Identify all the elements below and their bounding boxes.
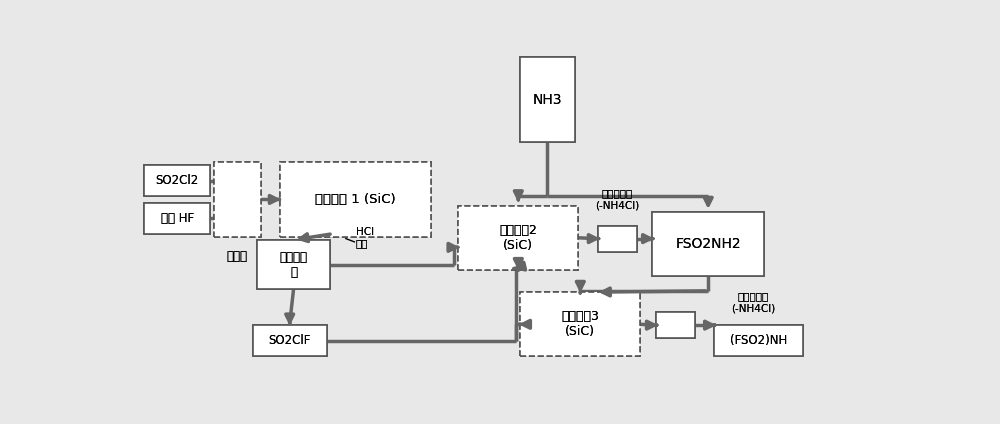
Text: 微反应器2
(SiC): 微反应器2 (SiC) <box>499 224 537 252</box>
Bar <box>280 162 431 237</box>
Bar <box>656 312 695 338</box>
Text: SO2ClF: SO2ClF <box>268 334 311 347</box>
Text: (FSO2)NH: (FSO2)NH <box>730 334 787 347</box>
Text: SO2Cl2: SO2Cl2 <box>156 174 199 187</box>
Text: 无水 HF: 无水 HF <box>161 212 194 225</box>
Bar <box>656 312 695 338</box>
Text: HCl
汽提: HCl 汽提 <box>356 227 374 248</box>
Text: 过滤或离心
(-NH4Cl): 过滤或离心 (-NH4Cl) <box>731 291 775 313</box>
Bar <box>458 206 578 270</box>
Bar <box>458 206 578 270</box>
Text: HCl
汽提: HCl 汽提 <box>356 227 374 248</box>
Bar <box>520 57 574 142</box>
Text: 微反应器2
(SiC): 微反应器2 (SiC) <box>499 224 537 252</box>
Bar <box>652 212 764 276</box>
Bar <box>144 203 210 234</box>
Text: 微反应器3
(SiC): 微反应器3 (SiC) <box>561 310 599 338</box>
Bar <box>520 293 640 356</box>
Bar <box>257 240 330 289</box>
Bar <box>253 325 326 356</box>
Text: 混合器: 混合器 <box>227 250 248 263</box>
Text: 无水 HF: 无水 HF <box>161 212 194 225</box>
Text: SO2Cl2: SO2Cl2 <box>156 174 199 187</box>
Bar <box>144 165 210 196</box>
Bar <box>652 212 764 276</box>
Bar <box>253 325 326 356</box>
Bar <box>257 240 330 289</box>
Bar <box>214 162 261 237</box>
Text: 旋风分离
器: 旋风分离 器 <box>280 251 308 279</box>
Text: FSO2NH2: FSO2NH2 <box>675 237 741 251</box>
Text: 微反应器3
(SiC): 微反应器3 (SiC) <box>561 310 599 338</box>
Bar <box>598 226 637 252</box>
Text: 过滤或离心
(-NH4Cl): 过滤或离心 (-NH4Cl) <box>595 189 639 210</box>
Text: 微反应器 1 (SiC): 微反应器 1 (SiC) <box>315 193 396 206</box>
Bar <box>714 325 803 356</box>
Bar <box>144 165 210 196</box>
Text: 过滤或离心
(-NH4Cl): 过滤或离心 (-NH4Cl) <box>595 189 639 210</box>
Text: (FSO2)NH: (FSO2)NH <box>730 334 787 347</box>
Text: 旋风分离
器: 旋风分离 器 <box>280 251 308 279</box>
Bar <box>214 162 261 237</box>
Text: NH3: NH3 <box>533 93 562 107</box>
Bar <box>520 57 574 142</box>
Text: FSO2NH2: FSO2NH2 <box>675 237 741 251</box>
Text: 过滤或离心
(-NH4Cl): 过滤或离心 (-NH4Cl) <box>731 291 775 313</box>
Bar <box>714 325 803 356</box>
Text: SO2ClF: SO2ClF <box>268 334 311 347</box>
Bar <box>598 226 637 252</box>
Text: 混合器: 混合器 <box>227 250 248 263</box>
Bar <box>144 203 210 234</box>
Text: 微反应器 1 (SiC): 微反应器 1 (SiC) <box>315 193 396 206</box>
Bar <box>280 162 431 237</box>
Bar <box>520 293 640 356</box>
Text: NH3: NH3 <box>533 93 562 107</box>
